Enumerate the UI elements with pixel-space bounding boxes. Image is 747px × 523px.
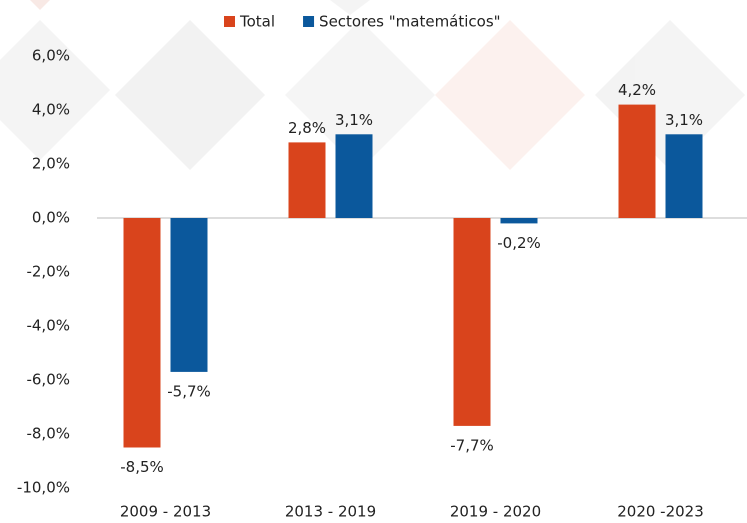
value-label: 3,1% xyxy=(665,111,703,129)
y-tick-label: -8,0% xyxy=(26,425,70,443)
value-label: 4,2% xyxy=(618,81,656,99)
bar xyxy=(454,218,491,426)
value-label: -7,7% xyxy=(450,436,494,454)
chart: -10,0% -8,0% -6,0% -4,0% -2,0% 0,0% 2,0% 4,0% 6,… xyxy=(0,0,747,523)
x-tick-label: 2019 - 2020 xyxy=(450,503,541,521)
x-tick-label: 2013 - 2019 xyxy=(285,503,376,521)
bar xyxy=(124,218,161,448)
x-tick-label: 2009 - 2013 xyxy=(120,503,211,521)
y-tick-label: 2,0% xyxy=(32,155,70,173)
y-tick-label: -10,0% xyxy=(17,479,70,497)
legend-swatch xyxy=(303,16,314,27)
value-label: -0,2% xyxy=(497,234,541,252)
bar xyxy=(289,142,326,218)
legend-swatch xyxy=(224,16,235,27)
bar xyxy=(171,218,208,372)
legend-label: Total xyxy=(239,13,275,31)
y-tick-label: -6,0% xyxy=(26,371,70,389)
legend-label: Sectores "matemáticos" xyxy=(319,13,501,31)
y-tick-label: -4,0% xyxy=(26,317,70,335)
y-tick-label: 6,0% xyxy=(32,47,70,65)
y-tick-label: 4,0% xyxy=(32,101,70,119)
bar xyxy=(501,218,538,223)
x-tick-label: 2020 -2023 xyxy=(617,503,704,521)
value-label: -5,7% xyxy=(167,382,211,400)
bar xyxy=(666,134,703,218)
value-label: 3,1% xyxy=(335,111,373,129)
y-tick-label: 0,0% xyxy=(32,209,70,227)
y-tick-label: -2,0% xyxy=(26,263,70,281)
bar xyxy=(336,134,373,218)
value-label: 2,8% xyxy=(288,119,326,137)
value-label: -8,5% xyxy=(120,458,164,476)
bar xyxy=(619,105,656,218)
